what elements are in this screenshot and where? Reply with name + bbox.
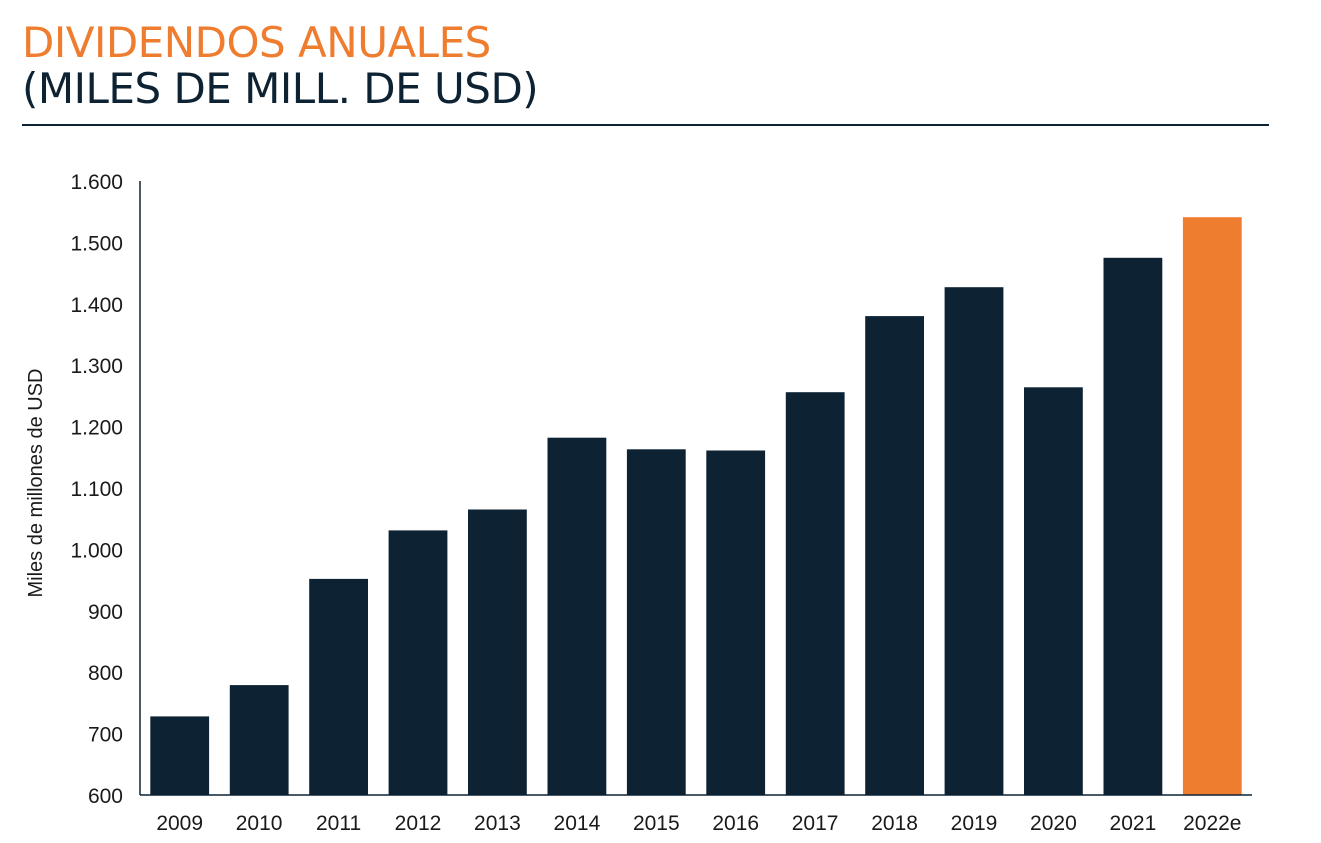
x-tick-label-2012: 2012 [395, 812, 442, 835]
title-divider [22, 124, 1269, 126]
bars-group [150, 217, 1242, 796]
y-tick-label-1600: 1.600 [70, 171, 123, 194]
bar-2019 [944, 287, 1004, 795]
y-tick-label-700: 700 [88, 724, 123, 747]
bar-2022e [1182, 217, 1242, 795]
x-tick-label-2017: 2017 [792, 812, 839, 835]
bar-2010 [229, 685, 289, 795]
y-tick-labels: 600 700 800 900 1.000 1.100 1.200 1.300 1.400 1.5… [70, 171, 123, 808]
chart-title: DIVIDENDOS ANUALES [22, 18, 491, 67]
x-tick-label-2009: 2009 [156, 812, 203, 835]
y-tick-label-1400: 1.400 [70, 294, 123, 317]
y-tick-label-1500: 1.500 [70, 232, 123, 255]
x-tick-label-2020: 2020 [1030, 812, 1077, 835]
x-tick-label-2022e: 2022e [1183, 812, 1241, 835]
bar-2016 [706, 450, 766, 795]
y-tick-label-1000: 1.000 [70, 539, 123, 562]
y-tick-label-900: 900 [88, 601, 123, 624]
bar-2021 [1103, 257, 1163, 796]
bar-2018 [865, 316, 924, 795]
y-tick-label-600: 600 [88, 785, 123, 808]
x-tick-label-2015: 2015 [633, 812, 680, 835]
bar-2013 [468, 509, 527, 795]
x-tick-labels: 2009 2010 2011 2012 2013 2014 2015 2016 2017 2018… [156, 812, 1241, 835]
x-tick-label-2014: 2014 [554, 812, 601, 835]
x-tick-label-2021: 2021 [1110, 812, 1157, 835]
y-tick-label-1200: 1.200 [70, 417, 123, 440]
bar-2017 [785, 392, 845, 795]
x-tick-label-2016: 2016 [712, 812, 759, 835]
y-tick-label-1300: 1.300 [70, 355, 123, 378]
x-tick-label-2011: 2011 [316, 812, 361, 835]
y-axis-label: Miles de millones de USD [25, 369, 47, 598]
y-tick-label-800: 800 [88, 662, 123, 685]
bar-2012 [388, 530, 448, 795]
bar-2009 [150, 716, 210, 795]
chart-subtitle: (MILES DE MILL. DE USD) [22, 64, 539, 113]
bar-2020 [1024, 387, 1083, 795]
x-tick-label-2019: 2019 [951, 812, 998, 835]
bar-2014 [547, 437, 607, 795]
x-tick-label-2013: 2013 [474, 812, 521, 835]
y-tick-label-1100: 1.100 [70, 478, 123, 501]
x-tick-label-2018: 2018 [871, 812, 918, 835]
bar-2015 [626, 449, 686, 795]
x-tick-label-2010: 2010 [236, 812, 283, 835]
bar-2011 [309, 578, 368, 795]
